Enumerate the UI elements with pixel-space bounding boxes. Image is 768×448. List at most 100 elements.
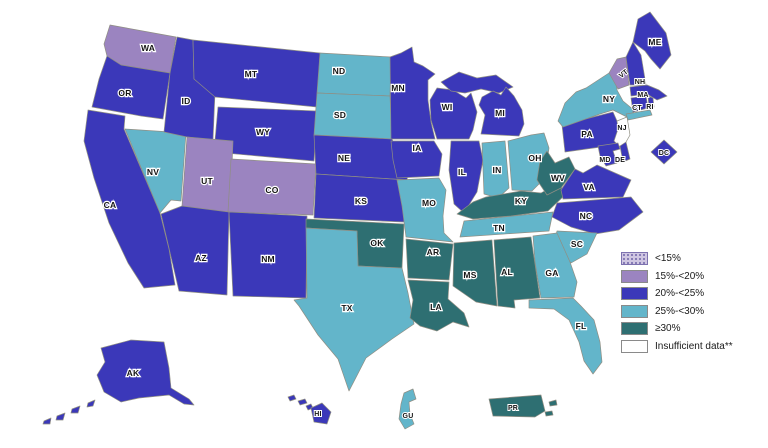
state-label-mn: MN bbox=[391, 83, 405, 93]
state-ak-aleutian-4 bbox=[42, 417, 52, 425]
state-wy bbox=[213, 106, 318, 162]
state-vi-island-1 bbox=[548, 399, 558, 407]
state-ut bbox=[181, 136, 234, 214]
state-label-ma: MA bbox=[637, 92, 648, 99]
legend-swatch-30-plus bbox=[621, 322, 648, 335]
state-label-co: CO bbox=[265, 185, 278, 195]
state-ca bbox=[83, 109, 176, 289]
state-ak-aleutian-1 bbox=[86, 399, 96, 408]
state-label-nm: NM bbox=[261, 254, 275, 264]
legend-swatch-20-25 bbox=[621, 287, 648, 300]
state-ar bbox=[405, 238, 454, 281]
state-label-fl: FL bbox=[576, 321, 587, 331]
state-label-wa: WA bbox=[141, 43, 155, 53]
state-label-gu: GU bbox=[403, 413, 414, 420]
state-label-tx: TX bbox=[341, 303, 352, 313]
state-label-az: AZ bbox=[195, 253, 207, 263]
legend-item-20-25: 20%-<25% bbox=[621, 287, 768, 300]
state-fl bbox=[528, 297, 603, 375]
state-label-wv: WV bbox=[551, 173, 565, 183]
state-ak bbox=[96, 339, 195, 406]
state-label-de: DE bbox=[615, 157, 625, 164]
state-label-hi: HI bbox=[314, 411, 321, 418]
state-mi-lower bbox=[478, 86, 525, 137]
state-va bbox=[560, 164, 632, 200]
state-ms bbox=[452, 239, 498, 307]
state-co bbox=[227, 158, 317, 216]
state-label-mo: MO bbox=[422, 198, 436, 208]
state-label-tn: TN bbox=[493, 223, 505, 233]
legend-label-30-plus: ≥30% bbox=[655, 323, 681, 334]
state-label-ct: CT bbox=[632, 105, 642, 112]
state-label-or: OR bbox=[118, 88, 131, 98]
state-label-ga: GA bbox=[545, 268, 558, 278]
state-label-nh: NH bbox=[635, 79, 646, 86]
legend-label-lt15: <15% bbox=[655, 253, 681, 264]
state-ia bbox=[390, 140, 443, 179]
state-hi-island-1 bbox=[287, 394, 297, 402]
state-label-mi: MI bbox=[495, 108, 505, 118]
state-label-nc: NC bbox=[580, 211, 593, 221]
state-dc bbox=[650, 139, 678, 165]
state-ma bbox=[629, 84, 668, 101]
state-ct bbox=[630, 95, 649, 113]
state-label-il: IL bbox=[458, 167, 466, 177]
state-label-al: AL bbox=[501, 267, 513, 277]
state-label-ak: AK bbox=[127, 368, 140, 378]
state-label-mt: MT bbox=[245, 69, 258, 79]
state-vi-island-2 bbox=[544, 410, 554, 417]
state-label-ca: CA bbox=[104, 200, 117, 210]
state-mn bbox=[389, 46, 436, 140]
state-ak-aleutian-3 bbox=[55, 412, 66, 421]
state-label-nv: NV bbox=[147, 167, 159, 177]
state-label-id: ID bbox=[182, 96, 191, 106]
legend-item-insufficient: Insufficient data** bbox=[621, 339, 768, 353]
state-label-ne: NE bbox=[338, 153, 350, 163]
state-label-dc: DC bbox=[659, 150, 670, 157]
state-label-nj: NJ bbox=[617, 125, 626, 132]
state-or bbox=[91, 55, 171, 120]
legend-item-15-20: 15%-<20% bbox=[621, 269, 768, 283]
legend-label-15-20: 15%-<20% bbox=[655, 270, 705, 282]
state-vt bbox=[608, 56, 630, 90]
legend-label-insufficient: Insufficient data** bbox=[655, 340, 733, 352]
state-mt bbox=[192, 39, 321, 108]
legend-item-25-30: 25%-<30% bbox=[621, 304, 768, 318]
state-nd bbox=[316, 52, 392, 97]
state-ga bbox=[532, 232, 578, 299]
state-label-wy: WY bbox=[256, 127, 270, 137]
state-de bbox=[619, 141, 631, 163]
state-label-pr: PR bbox=[508, 405, 518, 412]
state-ri bbox=[647, 95, 655, 109]
state-label-ky: KY bbox=[515, 196, 527, 206]
state-label-wi: WI bbox=[442, 102, 453, 112]
state-az bbox=[160, 205, 230, 296]
state-la bbox=[407, 279, 470, 332]
state-al bbox=[493, 236, 541, 309]
state-label-pa: PA bbox=[581, 129, 593, 139]
legend-item-lt15: <15% bbox=[621, 252, 768, 265]
state-label-ks: KS bbox=[355, 196, 367, 206]
state-label-ut: UT bbox=[201, 176, 213, 186]
state-me bbox=[632, 11, 672, 70]
state-mi-upper bbox=[440, 71, 514, 94]
legend-swatch-lt15 bbox=[621, 252, 648, 265]
state-label-la: LA bbox=[430, 302, 442, 312]
legend-swatch-25-30 bbox=[621, 304, 648, 318]
state-label-ny: NY bbox=[603, 94, 615, 104]
state-label-ia: IA bbox=[413, 143, 422, 153]
state-label-sc: SC bbox=[571, 239, 583, 249]
state-label-ri: RI bbox=[646, 104, 653, 111]
state-in bbox=[481, 140, 510, 199]
state-nh bbox=[625, 41, 647, 86]
state-md bbox=[597, 142, 621, 167]
state-sd bbox=[313, 92, 393, 140]
map-states bbox=[42, 11, 678, 430]
legend: <15% 15%-<20% 20%-<25% 25%-<30% ≥30% Ins… bbox=[621, 252, 768, 357]
state-tx bbox=[293, 227, 415, 392]
state-nc bbox=[551, 196, 644, 235]
state-pr bbox=[488, 394, 546, 418]
state-il bbox=[448, 140, 484, 214]
map-labels: WA OR CA NV ID MT WY UT CO AZ NM ND SD N… bbox=[102, 36, 670, 421]
